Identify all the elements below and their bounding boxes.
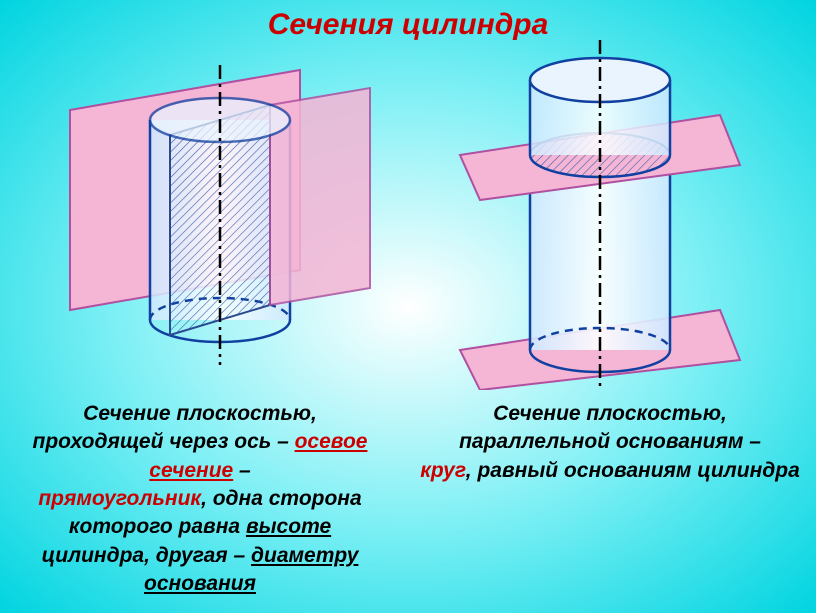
caption-text: , равный основаниям цилиндра [466,459,800,482]
caption-text: – [233,459,251,482]
page-title: Сечения цилиндра [0,8,816,42]
caption-text: Сечение плоскостью, параллельной основан… [459,402,761,453]
caption-text: цилиндра, другая – [42,544,251,567]
caption-parallel: Сечение плоскостью, параллельной основан… [420,400,800,485]
diagram-parallel-section [420,40,780,390]
term-rectangle: прямоугольник [38,487,201,510]
term-height: высоте [246,515,331,538]
caption-axial: Сечение плоскостью, проходящей через ось… [20,400,380,598]
caption-text: Сечение плоскостью, проходящей через ось… [33,402,317,453]
term-circle: круг [420,459,466,482]
diagram-axial-section [60,50,380,370]
